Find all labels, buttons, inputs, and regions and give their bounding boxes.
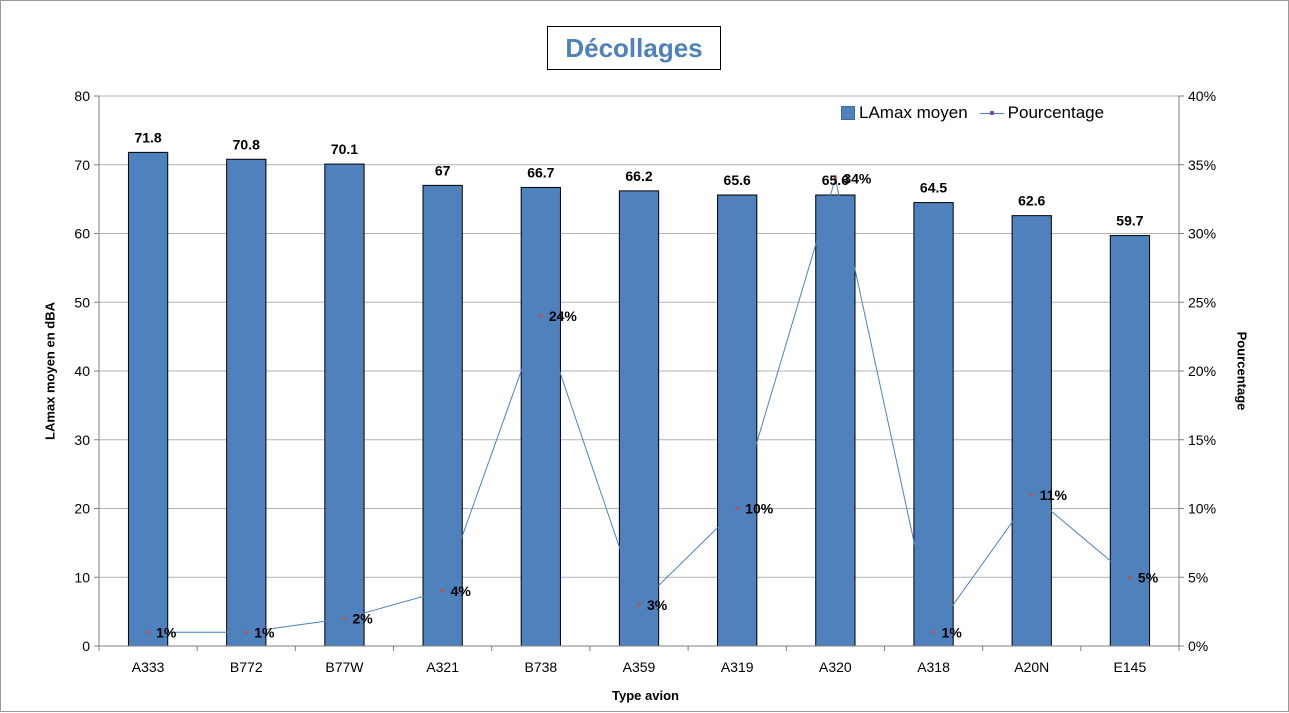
bar-value-label: 67 — [435, 162, 451, 178]
percentage-label: 5% — [1138, 569, 1159, 585]
chart-title-box: Décollages — [547, 26, 721, 70]
bar — [226, 158, 267, 647]
line-point — [1030, 493, 1034, 497]
percentage-label: 3% — [647, 597, 668, 613]
line-point — [735, 507, 739, 510]
bar — [815, 194, 856, 647]
percentage-label: 11% — [1040, 487, 1068, 503]
line-series — [146, 177, 1132, 634]
line-point — [1128, 575, 1132, 579]
bar-value-label: 66.2 — [625, 168, 652, 184]
bar — [1011, 215, 1052, 647]
y-tick-label-left: 70 — [74, 157, 90, 173]
x-tick-label: A20N — [1014, 659, 1049, 675]
line-point — [833, 177, 837, 180]
bar-value-label: 64.5 — [920, 180, 947, 196]
y-tick-label-right: 10% — [1188, 501, 1216, 517]
y-tick-label-left: 30 — [74, 432, 90, 448]
line-point — [342, 617, 346, 620]
legend-label-line: Pourcentage — [1007, 103, 1105, 122]
legend-label-bars: LAmax moyen — [859, 103, 968, 122]
y-tick-label-left: 40 — [74, 363, 90, 379]
percentage-label: 2% — [352, 611, 373, 627]
data-labels: 71.8 70.8 70.1 67 66.7 66.2 65.6 65.6 64.5 62.6 59… — [134, 129, 1158, 640]
x-tick-label: A321 — [426, 659, 459, 675]
legend-line-swatch — [979, 106, 1004, 120]
bar-value-label: 65.6 — [822, 172, 849, 188]
x-tick-label: A319 — [721, 659, 754, 675]
y-tick-label-right: 30% — [1188, 226, 1216, 242]
y-axis-title-right: Pourcentage — [1234, 331, 1250, 411]
y-tick-label-right: 25% — [1188, 294, 1216, 310]
legend-item-bars: LAmax moyen — [841, 103, 968, 123]
bar — [717, 194, 758, 647]
percentage-label: 24% — [549, 308, 578, 324]
line-point — [441, 589, 445, 593]
bar-value-label: 70.1 — [331, 141, 358, 157]
y-tick-label-right: 40% — [1188, 88, 1216, 104]
line-point — [146, 630, 150, 634]
x-tick-label: A318 — [917, 659, 950, 675]
x-tick-label: B772 — [230, 659, 263, 675]
line-point — [244, 630, 248, 634]
bar-value-label: 65.6 — [724, 172, 751, 188]
line-point — [932, 630, 936, 634]
percentage-label: 10% — [745, 501, 774, 517]
bar — [422, 184, 463, 647]
y-tick-label-right: 35% — [1188, 157, 1216, 173]
y-tick-label-left: 50 — [74, 294, 90, 310]
legend: LAmax moyen Pourcentage — [841, 102, 1104, 124]
chart-title: Décollages — [565, 33, 703, 63]
bar — [618, 190, 660, 647]
line-point — [539, 314, 543, 318]
x-tick-label: A320 — [819, 659, 852, 675]
bar-series — [127, 151, 1151, 647]
legend-bar-swatch — [841, 106, 855, 120]
x-tick-label: A333 — [132, 659, 165, 675]
x-tick-label: A359 — [623, 659, 656, 675]
x-tick-label: E145 — [1114, 659, 1147, 675]
bar — [127, 151, 169, 647]
line-point — [637, 603, 641, 607]
x-tick-label: B738 — [524, 659, 557, 675]
bar — [324, 163, 365, 647]
percentage-label: 34% — [843, 171, 872, 187]
bar — [520, 186, 561, 647]
y-tick-label-right: 5% — [1188, 569, 1208, 585]
percentage-label: 1% — [254, 624, 275, 640]
y-tick-label-left: 20 — [74, 501, 90, 517]
y-tick-label-left: 60 — [74, 226, 90, 242]
y-tick-label-left: 80 — [74, 88, 90, 104]
bar-value-label: 70.8 — [233, 136, 260, 152]
y-tick-label-right: 15% — [1188, 432, 1216, 448]
bar-value-label: 66.7 — [527, 164, 554, 180]
x-tick-label: B77W — [325, 659, 364, 675]
percentage-label: 1% — [942, 624, 963, 640]
bar-value-label: 62.6 — [1018, 193, 1045, 209]
percentage-label: 1% — [156, 624, 177, 640]
percentage-label: 4% — [451, 583, 472, 599]
bar-value-label: 71.8 — [134, 129, 161, 145]
x-axis-title: Type avion — [612, 688, 679, 703]
bar — [913, 202, 954, 647]
y-tick-label-right: 20% — [1188, 363, 1216, 379]
y-axis-title-left: LAmax moyen en dBA — [42, 302, 58, 440]
bar-value-label: 59.7 — [1116, 213, 1143, 229]
axes: 0 0% 10 5% 20 10% 30 15% 40 20% 50 25% 60 30% 70 35% 80 4… — [74, 88, 1216, 675]
y-tick-label-left: 10 — [74, 569, 90, 585]
y-tick-label-left: 0 — [82, 638, 90, 654]
legend-item-line: Pourcentage — [979, 103, 1105, 123]
y-tick-label-right: 0% — [1188, 638, 1208, 654]
